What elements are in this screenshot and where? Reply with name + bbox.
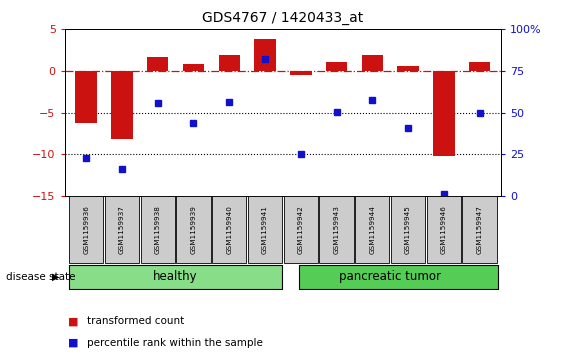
Text: GSM1159937: GSM1159937: [119, 205, 125, 254]
Text: transformed count: transformed count: [87, 316, 185, 326]
FancyBboxPatch shape: [300, 265, 498, 289]
Title: GDS4767 / 1420433_at: GDS4767 / 1420433_at: [202, 11, 364, 25]
Bar: [469, 62, 490, 71]
Text: ■: ■: [68, 316, 78, 326]
FancyBboxPatch shape: [69, 196, 104, 263]
FancyBboxPatch shape: [391, 196, 425, 263]
Text: GSM1159942: GSM1159942: [298, 205, 304, 254]
FancyBboxPatch shape: [319, 196, 354, 263]
Text: GSM1159946: GSM1159946: [441, 205, 447, 254]
FancyBboxPatch shape: [105, 196, 139, 263]
Bar: [290, 71, 311, 75]
Bar: [397, 66, 419, 71]
FancyBboxPatch shape: [248, 196, 282, 263]
Text: GSM1159943: GSM1159943: [333, 205, 339, 254]
Bar: [147, 57, 168, 71]
FancyBboxPatch shape: [69, 265, 282, 289]
Text: pancreatic tumor: pancreatic tumor: [339, 270, 441, 283]
Text: GSM1159945: GSM1159945: [405, 205, 411, 254]
Text: ■: ■: [68, 338, 78, 348]
Text: GSM1159940: GSM1159940: [226, 205, 233, 254]
Text: ▶: ▶: [52, 272, 59, 282]
Text: GSM1159938: GSM1159938: [155, 205, 160, 254]
Bar: [433, 71, 454, 156]
FancyBboxPatch shape: [462, 196, 497, 263]
Bar: [326, 62, 347, 71]
Text: percentile rank within the sample: percentile rank within the sample: [87, 338, 263, 348]
FancyBboxPatch shape: [212, 196, 247, 263]
Text: GSM1159941: GSM1159941: [262, 205, 268, 254]
Bar: [75, 71, 97, 123]
FancyBboxPatch shape: [176, 196, 211, 263]
Text: disease state: disease state: [6, 272, 75, 282]
Bar: [254, 39, 276, 71]
FancyBboxPatch shape: [141, 196, 175, 263]
Text: GSM1159936: GSM1159936: [83, 205, 89, 254]
Text: GSM1159944: GSM1159944: [369, 205, 376, 254]
Bar: [361, 55, 383, 71]
FancyBboxPatch shape: [284, 196, 318, 263]
Text: healthy: healthy: [153, 270, 198, 283]
Bar: [111, 71, 133, 139]
FancyBboxPatch shape: [427, 196, 461, 263]
Text: GSM1159939: GSM1159939: [190, 205, 196, 254]
Bar: [218, 55, 240, 71]
FancyBboxPatch shape: [355, 196, 390, 263]
Text: GSM1159947: GSM1159947: [477, 205, 482, 254]
Bar: [183, 64, 204, 71]
